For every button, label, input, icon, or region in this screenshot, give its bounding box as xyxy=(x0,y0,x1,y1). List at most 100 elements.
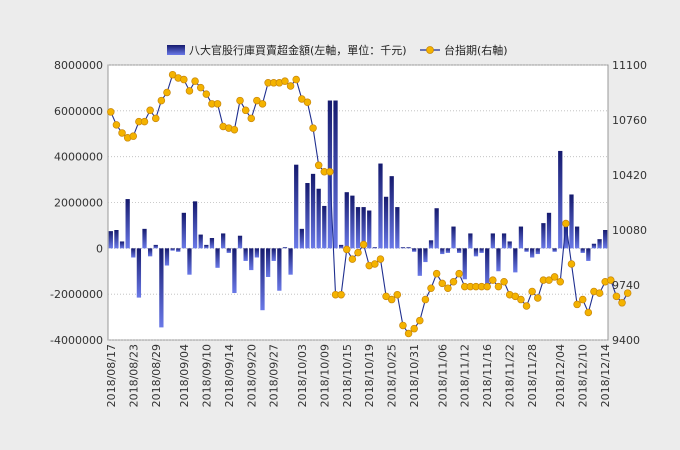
bar xyxy=(249,248,254,271)
bar xyxy=(131,248,136,258)
bar xyxy=(282,247,288,249)
right-tick-label: 10080 xyxy=(612,224,647,237)
x-tick-label: 2018/10/09 xyxy=(318,344,331,407)
bar xyxy=(271,248,276,261)
bar xyxy=(367,210,372,249)
x-tick-label: 2018/11/22 xyxy=(504,344,517,407)
line-point xyxy=(556,278,564,286)
line-point xyxy=(292,75,300,84)
line-point xyxy=(584,308,593,317)
bar xyxy=(468,233,473,249)
line-point xyxy=(303,98,312,106)
line-point xyxy=(359,240,368,249)
line-point xyxy=(337,290,345,299)
line-point xyxy=(562,219,570,228)
x-tick-label: 2018/11/12 xyxy=(459,344,472,407)
bar xyxy=(305,183,310,249)
x-tick-label: 2018/09/10 xyxy=(200,344,213,407)
bar xyxy=(569,194,574,249)
bar xyxy=(496,248,501,272)
left-tick-label: -2000000 xyxy=(50,288,103,301)
x-tick-label: 2018/09/20 xyxy=(245,344,258,407)
line-point xyxy=(129,132,138,140)
x-tick-label: 2018/08/29 xyxy=(150,344,163,407)
x-axis-ticks: 2018/08/17 2018/08/23 2018/08/29 2018/09/04… xyxy=(105,344,612,407)
bar xyxy=(456,248,462,253)
bar xyxy=(254,248,260,258)
bar xyxy=(215,248,220,268)
bar xyxy=(209,238,215,249)
bar xyxy=(333,100,338,249)
bar xyxy=(164,248,170,266)
line-point xyxy=(438,279,447,288)
bar xyxy=(440,248,445,255)
bar xyxy=(518,226,524,249)
line-point xyxy=(421,295,430,304)
line-point xyxy=(623,289,632,297)
line-point xyxy=(545,276,553,284)
bar xyxy=(355,207,361,249)
line-point xyxy=(393,290,402,299)
bar xyxy=(125,199,130,249)
line-point xyxy=(578,295,587,304)
line-point xyxy=(371,260,379,268)
line-point xyxy=(517,295,525,304)
bar xyxy=(243,248,248,261)
bar xyxy=(445,248,451,253)
line-point xyxy=(455,269,463,278)
line-point xyxy=(382,292,390,301)
bar xyxy=(170,248,175,251)
bar xyxy=(142,228,147,249)
bar xyxy=(530,248,535,258)
bar xyxy=(428,240,434,249)
bar xyxy=(361,207,366,249)
line-point xyxy=(573,300,581,309)
line-point xyxy=(449,278,458,286)
x-tick-label: 2018/10/03 xyxy=(296,344,309,407)
bar xyxy=(226,248,231,253)
line-point xyxy=(528,287,536,296)
bar xyxy=(148,248,153,257)
line-point xyxy=(444,284,452,292)
bar xyxy=(114,230,119,249)
bar xyxy=(187,248,192,275)
left-tick-label: 6000000 xyxy=(54,105,103,118)
bar xyxy=(462,248,467,280)
bar xyxy=(294,164,299,249)
left-tick-label: 4000000 xyxy=(54,151,103,164)
bar xyxy=(473,248,479,257)
bar xyxy=(479,248,484,253)
bar xyxy=(389,176,394,249)
right-tick-label: 11100 xyxy=(612,59,647,72)
legend-line-marker xyxy=(426,46,434,54)
bar xyxy=(395,207,400,249)
bar xyxy=(501,233,507,249)
bar xyxy=(136,248,142,298)
line-point xyxy=(612,292,621,301)
bar-series xyxy=(108,100,608,328)
line-point xyxy=(247,114,256,123)
line-point xyxy=(286,82,295,90)
bar xyxy=(277,248,282,291)
x-tick-label: 2018/10/25 xyxy=(386,344,399,407)
bar xyxy=(597,239,602,249)
x-tick-label: 2018/10/31 xyxy=(408,344,421,407)
line-point xyxy=(343,245,351,254)
line-point xyxy=(202,90,211,98)
line-point xyxy=(185,87,194,95)
x-tick-label: 2018/12/04 xyxy=(554,344,567,407)
line-point xyxy=(236,96,244,105)
bar xyxy=(586,248,591,261)
line-point xyxy=(157,96,166,105)
line-point xyxy=(618,299,626,307)
left-axis-ticks: 8000000 6000000 4000000 2000000 0 -2000000 -40… xyxy=(50,59,103,347)
bar xyxy=(580,248,585,253)
right-tick-label: 10760 xyxy=(612,114,647,127)
line-point xyxy=(387,295,396,304)
left-tick-label: -4000000 xyxy=(50,334,103,347)
line-point xyxy=(258,100,267,108)
line-point xyxy=(550,273,559,281)
bar xyxy=(192,201,198,249)
line-point xyxy=(118,129,126,137)
